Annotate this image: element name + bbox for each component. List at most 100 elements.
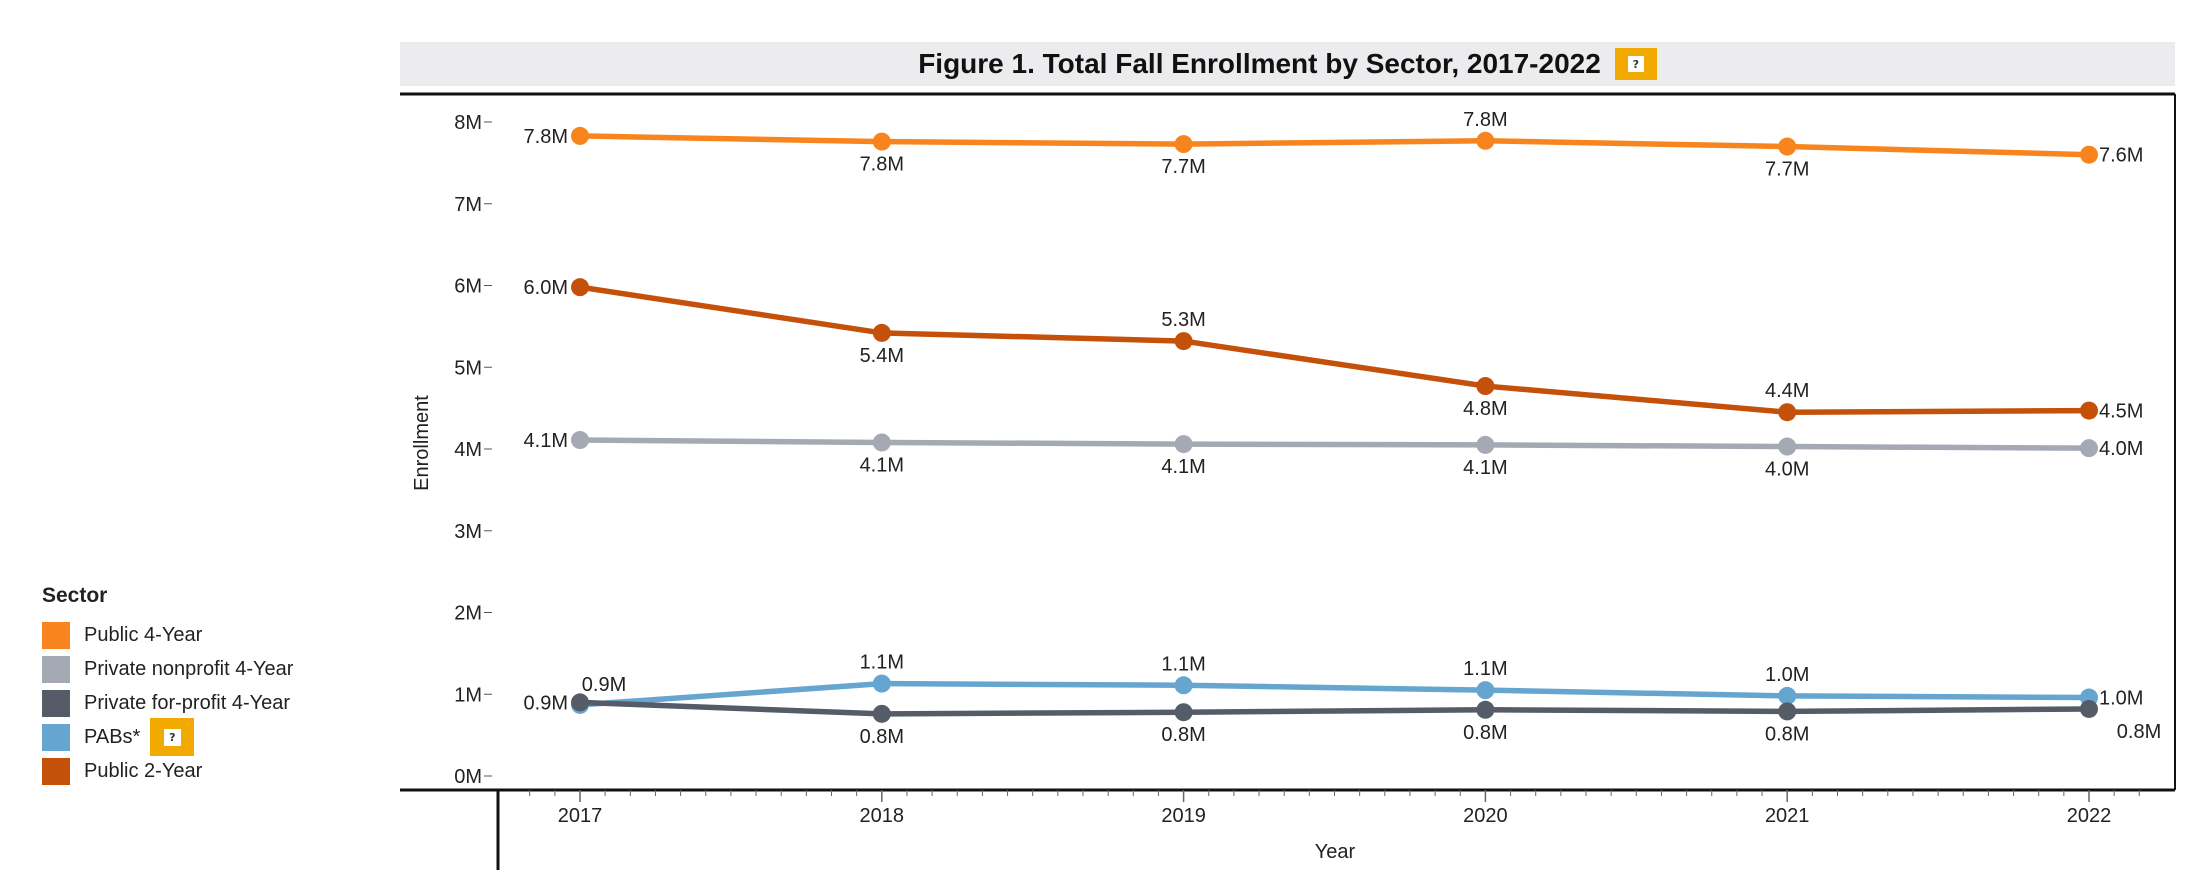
legend-item-private-for-profit-4-year[interactable]: Private for-profit 4-Year (42, 686, 293, 720)
data-label-public-2-year: 4.4M (1765, 380, 1809, 402)
data-point-private-for-profit-4-year[interactable] (1174, 703, 1193, 722)
data-label-private-nonprofit-4-year: 4.0M (1765, 459, 1809, 481)
data-label-pabs: 1.1M (1161, 653, 1205, 675)
legend-swatch (42, 655, 70, 683)
legend-title: Sector (42, 584, 108, 607)
data-label-public-2-year: 4.8M (1463, 398, 1507, 420)
data-point-public-2-year[interactable] (1476, 377, 1495, 396)
x-tick-label: 2019 (1161, 805, 1206, 827)
series-line-private-for-profit-4-year[interactable] (577, 699, 2092, 717)
data-label-pabs: 0.9M (582, 674, 626, 696)
x-tick-label: 2021 (1765, 805, 1810, 827)
y-tick-label: 1M (454, 684, 482, 706)
chart-title-bar: Figure 1. Total Fall Enrollment by Secto… (400, 42, 2175, 86)
legend-label: Private for-profit 4-Year (84, 691, 291, 714)
x-tick-label: 2022 (2067, 805, 2112, 827)
data-point-public-2-year[interactable] (1174, 332, 1193, 351)
y-axis-title: Enrollment (411, 395, 433, 491)
legend-label: Public 2-Year (84, 759, 203, 782)
legend-label: Public 4-Year (84, 623, 203, 646)
data-label-private-nonprofit-4-year: 4.1M (1463, 457, 1507, 479)
data-label-private-for-profit-4-year: 0.8M (2117, 721, 2161, 743)
data-point-public-2-year[interactable] (2080, 401, 2098, 420)
y-tick-label: 2M (454, 603, 482, 625)
series-line-pabs[interactable] (577, 680, 2092, 708)
data-label-private-nonprofit-4-year: 4.1M (524, 430, 568, 452)
legend-swatch (42, 757, 70, 785)
x-axis-title: Year (1315, 841, 1356, 863)
chart-title: Figure 1. Total Fall Enrollment by Secto… (918, 48, 1601, 79)
data-label-pabs: 1.0M (1765, 664, 1809, 686)
data-point-public-4-year[interactable] (2080, 145, 2098, 164)
help-icon: ? (163, 728, 181, 746)
data-label-public-2-year: 4.5M (2099, 401, 2143, 423)
legend-item-pabs[interactable]: PABs* ? (42, 718, 293, 756)
data-point-public-4-year[interactable] (1476, 131, 1495, 150)
data-label-private-for-profit-4-year: 0.8M (1161, 724, 1205, 746)
series-line-private-nonprofit-4-year[interactable] (577, 437, 2092, 451)
legend-swatch (42, 689, 70, 717)
y-tick-label: 3M (454, 521, 482, 543)
data-label-private-nonprofit-4-year: 4.1M (860, 454, 904, 476)
legend-item-private-nonprofit-4-year[interactable]: Private nonprofit 4-Year (42, 652, 293, 686)
data-point-public-4-year[interactable] (1174, 135, 1193, 154)
pabs-help-button[interactable]: ? (150, 718, 195, 756)
data-point-pabs[interactable] (872, 674, 891, 693)
data-point-pabs[interactable] (1778, 686, 1797, 705)
data-point-private-nonprofit-4-year[interactable] (1476, 435, 1495, 454)
legend-label: PABs* (84, 725, 141, 748)
data-point-public-2-year[interactable] (571, 278, 589, 297)
data-point-public-4-year[interactable] (571, 126, 589, 145)
y-tick-label: 7M (454, 194, 482, 216)
x-tick-label: 2017 (558, 805, 603, 827)
data-point-private-nonprofit-4-year[interactable] (2080, 439, 2098, 458)
data-label-private-for-profit-4-year: 0.8M (860, 726, 904, 748)
x-tick-label: 2020 (1463, 805, 1508, 827)
x-tick-label: 2018 (860, 805, 905, 827)
data-point-private-for-profit-4-year[interactable] (1778, 702, 1797, 721)
data-label-pabs: 1.1M (1463, 658, 1507, 680)
data-point-public-4-year[interactable] (1778, 137, 1797, 156)
y-tick-label: 4M (454, 439, 482, 461)
data-label-public-4-year: 7.7M (1161, 156, 1205, 178)
y-tick-label: 5M (454, 357, 482, 379)
data-label-private-for-profit-4-year: 0.8M (1765, 723, 1809, 745)
data-point-private-nonprofit-4-year[interactable] (1778, 437, 1797, 456)
y-tick-label: 8M (454, 112, 482, 134)
data-label-public-4-year: 7.8M (1463, 109, 1507, 131)
data-point-public-4-year[interactable] (872, 132, 891, 151)
data-label-private-nonprofit-4-year: 4.1M (1161, 456, 1205, 478)
legend-swatch (42, 723, 70, 751)
data-label-private-for-profit-4-year: 0.9M (524, 692, 568, 714)
data-label-public-2-year: 6.0M (524, 277, 568, 299)
legend: Sector Public 4-Year Private nonprofit 4… (42, 584, 293, 788)
data-label-pabs: 1.0M (2099, 688, 2143, 710)
data-label-private-for-profit-4-year: 0.8M (1463, 722, 1507, 744)
data-label-public-4-year: 7.7M (1765, 159, 1809, 181)
data-point-private-for-profit-4-year[interactable] (872, 704, 891, 723)
data-point-public-2-year[interactable] (1778, 403, 1797, 422)
y-tick-label: 6M (454, 276, 482, 298)
data-label-public-2-year: 5.4M (860, 345, 904, 367)
data-point-private-for-profit-4-year[interactable] (1476, 700, 1495, 719)
series-line-public-4-year[interactable] (577, 133, 2092, 158)
legend-item-public-4-year[interactable]: Public 4-Year (42, 618, 293, 652)
data-label-public-4-year: 7.8M (860, 154, 904, 176)
data-point-private-for-profit-4-year[interactable] (571, 693, 589, 712)
y-tick-label: 0M (454, 766, 482, 788)
data-point-pabs[interactable] (1476, 681, 1495, 700)
series-line-public-2-year[interactable] (577, 284, 2092, 415)
data-label-private-nonprofit-4-year: 4.0M (2099, 438, 2143, 460)
data-point-pabs[interactable] (1174, 676, 1193, 695)
data-point-private-nonprofit-4-year[interactable] (1174, 435, 1193, 454)
data-point-private-for-profit-4-year[interactable] (2080, 699, 2098, 718)
legend-item-public-2-year[interactable]: Public 2-Year (42, 754, 293, 788)
data-point-public-2-year[interactable] (872, 323, 891, 342)
legend-label: Private nonprofit 4-Year (84, 657, 294, 680)
title-help-button[interactable]: ? (1614, 48, 1657, 80)
data-point-private-nonprofit-4-year[interactable] (571, 431, 589, 450)
legend-swatch (42, 621, 70, 649)
data-point-private-nonprofit-4-year[interactable] (872, 433, 891, 452)
data-label-public-4-year: 7.8M (524, 126, 568, 148)
data-label-public-4-year: 7.6M (2099, 145, 2143, 167)
